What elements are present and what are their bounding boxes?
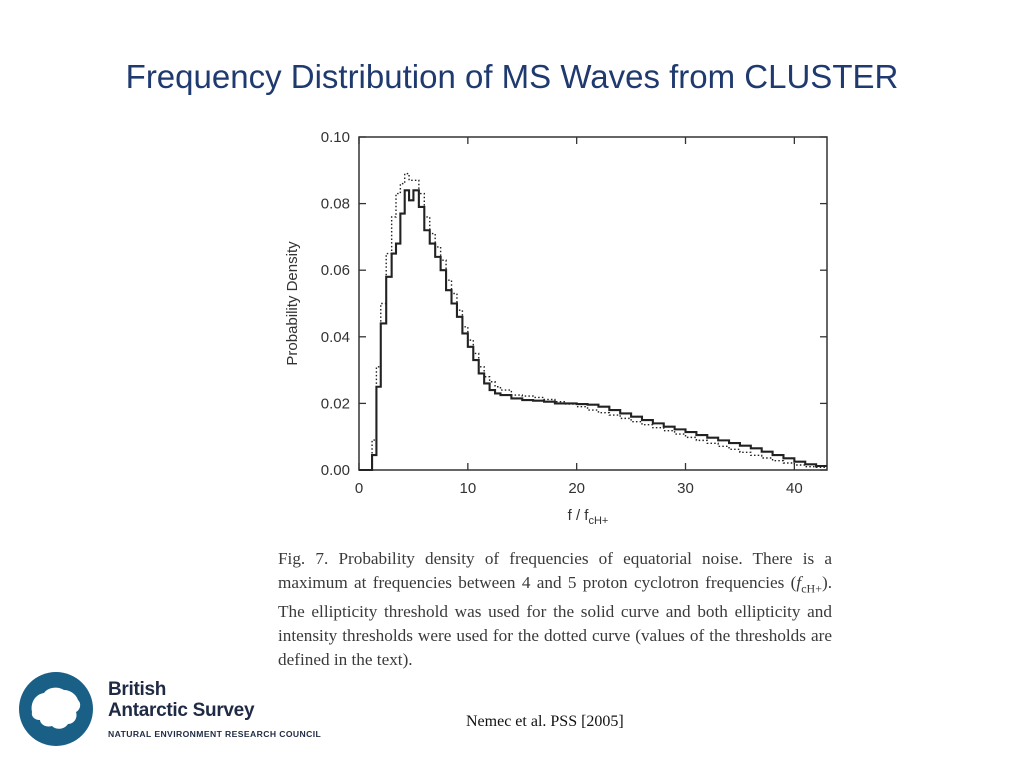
x-tick-label: 40	[786, 480, 803, 497]
antarctica-icon	[31, 687, 81, 729]
caption-text-after: ). The ellipticity threshold was used fo…	[278, 573, 832, 670]
probability-density-chart: 0 10 20 30 40 0.00 0.02 0.04 0.06 0.08 0.10 f / fcH…	[284, 129, 828, 527]
y-tick-label: 0.08	[321, 196, 350, 213]
series-dotted-line	[359, 172, 827, 471]
caption-text-before: Fig. 7. Probability density of frequenci…	[278, 549, 832, 592]
plot-frame	[358, 136, 828, 471]
figure-caption: Fig. 7. Probability density of frequenci…	[278, 547, 832, 672]
y-tick-label: 0.06	[321, 262, 350, 279]
caption-subscript: cH+	[801, 581, 822, 596]
x-axis-label-subscript: cH+	[588, 515, 608, 527]
logo-line2: Antarctic Survey	[108, 700, 255, 721]
logo-name: British Antarctic Survey	[108, 679, 255, 721]
x-tick-label: 20	[568, 480, 585, 497]
bas-logo	[19, 672, 93, 746]
series-solid-line	[359, 189, 827, 472]
y-tick-label: 0.00	[321, 462, 350, 479]
logo-council: NATURAL ENVIRONMENT RESEARCH COUNCIL	[108, 729, 322, 739]
x-tick-label: 30	[677, 480, 694, 497]
y-tick-label: 0.04	[321, 329, 350, 346]
logo-line1: British	[108, 679, 167, 700]
x-tick-label: 0	[355, 480, 363, 497]
y-tick-label: 0.02	[321, 395, 350, 412]
caption-symbol: f	[796, 573, 802, 592]
x-axis-label: f / fcH+	[568, 507, 609, 527]
citation: Nemec et al. PSS [2005]	[466, 713, 624, 730]
x-tick-label: 10	[459, 480, 476, 497]
y-tick-label: 0.10	[321, 129, 350, 146]
slide-title: Frequency Distribution of MS Waves from …	[125, 58, 899, 95]
y-axis-label: Probability Density	[284, 241, 301, 366]
